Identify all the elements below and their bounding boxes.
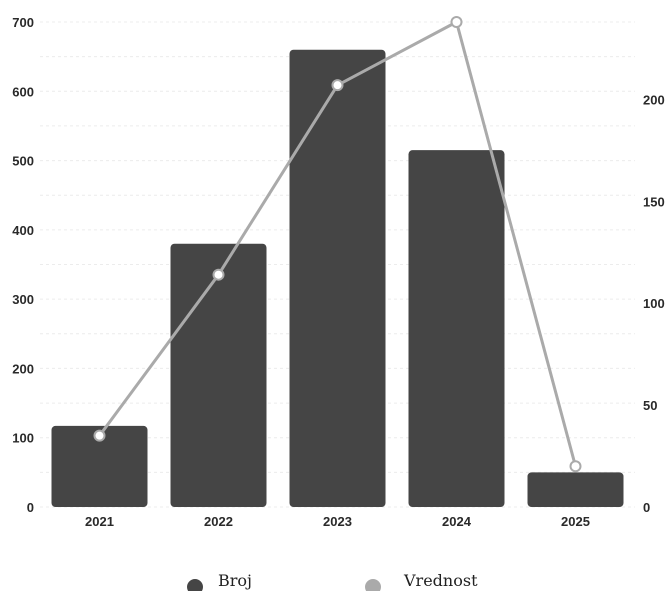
left-y-axis: 0 100 200 300 400 500 600 700 xyxy=(12,15,34,515)
left-tick-label: 600 xyxy=(12,84,34,99)
legend: Broj Vrednost xyxy=(187,571,478,591)
line-point-2025[interactable] xyxy=(569,460,582,473)
line-point-2023[interactable] xyxy=(331,79,344,92)
left-tick-label: 200 xyxy=(12,361,34,376)
right-tick-label: 150 xyxy=(643,194,665,209)
bar-series xyxy=(51,49,624,507)
left-tick-label: 500 xyxy=(12,154,34,169)
x-tick-label-2024: 2024 xyxy=(442,514,472,529)
bar-2025[interactable] xyxy=(527,472,624,507)
x-axis: 2021 2022 2023 2024 2025 xyxy=(85,514,590,529)
left-tick-label: 400 xyxy=(12,223,34,238)
bar-2021[interactable] xyxy=(51,425,148,507)
legend-label-broj: Broj xyxy=(218,571,252,590)
line-point-2024[interactable] xyxy=(450,16,463,28)
line-series xyxy=(93,16,582,473)
right-y-axis: 0 50 100 150 200 xyxy=(643,92,665,515)
left-tick-label: 300 xyxy=(12,292,34,307)
left-tick-label: 700 xyxy=(12,15,34,30)
legend-marker-vrednost xyxy=(365,579,381,591)
bar-2024[interactable] xyxy=(408,150,505,507)
bar-2023[interactable] xyxy=(289,49,386,507)
bar-2022[interactable] xyxy=(170,243,267,507)
x-tick-label-2022: 2022 xyxy=(204,514,233,529)
right-tick-label: 50 xyxy=(643,398,657,413)
right-tick-label: 0 xyxy=(643,500,650,515)
left-tick-label: 100 xyxy=(12,431,34,446)
left-tick-label: 0 xyxy=(27,500,34,515)
x-tick-label-2025: 2025 xyxy=(561,514,590,529)
x-tick-label-2023: 2023 xyxy=(323,514,352,529)
line-point-2022[interactable] xyxy=(212,268,225,281)
right-tick-label: 100 xyxy=(643,296,665,311)
legend-item-vrednost[interactable]: Vrednost xyxy=(365,571,478,591)
legend-marker-broj xyxy=(187,579,203,591)
right-tick-label: 200 xyxy=(643,92,665,107)
legend-item-broj[interactable]: Broj xyxy=(187,571,252,591)
x-tick-label-2021: 2021 xyxy=(85,514,114,529)
line-point-2021[interactable] xyxy=(93,429,106,442)
legend-label-vrednost: Vrednost xyxy=(403,571,478,590)
